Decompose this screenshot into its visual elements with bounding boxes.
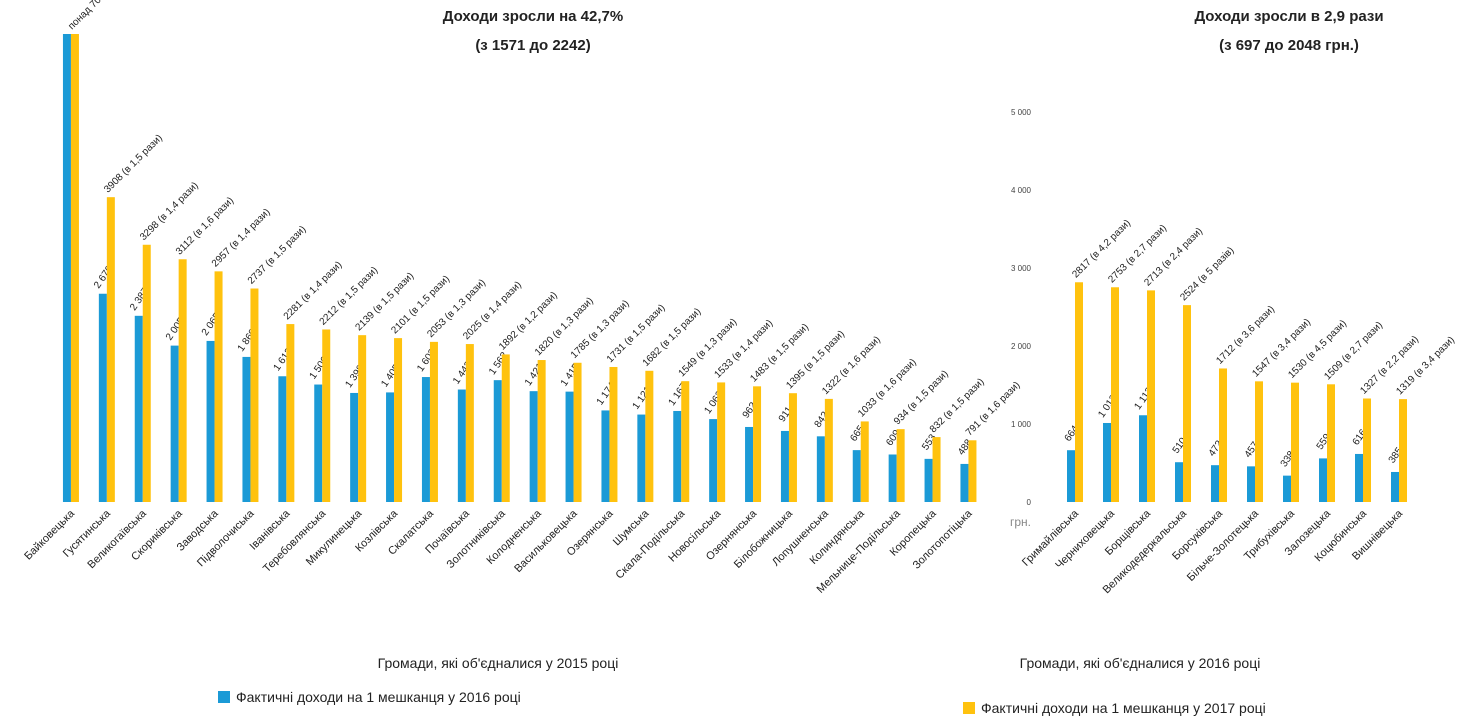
- bar: [278, 376, 287, 502]
- bar: [1219, 368, 1227, 502]
- bar: [788, 393, 797, 502]
- bar: [852, 450, 861, 502]
- bar: [286, 324, 295, 502]
- bar: [896, 429, 905, 502]
- bar: [1283, 475, 1291, 502]
- chart-title: Доходи зросли на 42,7%: [443, 8, 623, 25]
- bar: [394, 338, 403, 502]
- bar: [142, 244, 151, 503]
- x-axis-title: Громади, які об'єдналися у 2015 році: [378, 655, 619, 671]
- bar: [609, 366, 618, 502]
- bar: [350, 392, 359, 502]
- bar: [1211, 465, 1219, 502]
- y-axis-unit: грн.: [1010, 515, 1031, 529]
- bar: [673, 410, 682, 502]
- bar: [457, 389, 466, 502]
- y-tick-label: 3 000: [1011, 264, 1032, 273]
- bar: [1363, 398, 1371, 502]
- x-tick-label: Теребовлянська: [261, 507, 329, 575]
- bar: [709, 419, 718, 502]
- bar: [98, 293, 107, 502]
- bar: [780, 430, 789, 502]
- bar: [1255, 381, 1263, 502]
- bar: [1247, 466, 1255, 502]
- bar: [824, 398, 833, 502]
- bar: [637, 414, 646, 502]
- bar: [501, 354, 510, 502]
- bar: [537, 360, 546, 502]
- bar: [465, 344, 474, 502]
- bar: [429, 341, 438, 502]
- data-label: 2524 (в 5 разів): [1178, 245, 1236, 303]
- bar: [1103, 422, 1111, 502]
- x-tick-label: Васильковецька: [512, 507, 580, 575]
- bar: [1399, 399, 1407, 502]
- bar: [134, 315, 143, 502]
- bar: [717, 382, 726, 502]
- bar: [968, 440, 977, 502]
- bar: [601, 410, 610, 502]
- bar: [888, 454, 897, 502]
- bar: [322, 329, 331, 502]
- data-label: 2737 (в 1,5 рази): [246, 224, 309, 287]
- bar: [1327, 384, 1335, 502]
- chart-subtitle: (з 1571 до 2242): [475, 37, 590, 54]
- bar: [386, 392, 395, 502]
- bar: [1175, 462, 1183, 502]
- y-tick-label: 1 000: [1011, 420, 1032, 429]
- bar: [62, 34, 71, 502]
- bar: [932, 437, 941, 502]
- bar: [1319, 458, 1327, 502]
- bar: [645, 370, 654, 502]
- bar: [1183, 305, 1191, 502]
- bar: [170, 345, 179, 502]
- chart-subtitle: (з 697 до 2048 грн.): [1219, 37, 1359, 54]
- bar: [753, 386, 762, 502]
- bar: [529, 391, 538, 502]
- bar: [214, 271, 223, 502]
- y-tick-label: 2 000: [1011, 342, 1032, 351]
- bar: [178, 259, 187, 502]
- bar: [242, 356, 251, 502]
- bar: [924, 458, 933, 502]
- bar: [358, 335, 367, 502]
- legend-swatch: [963, 702, 975, 714]
- bar: [70, 34, 79, 502]
- legend-swatch: [218, 691, 230, 703]
- bar: [493, 380, 502, 502]
- bar: [206, 340, 215, 502]
- y-tick-label: 4 000: [1011, 186, 1032, 195]
- bar: [250, 288, 259, 502]
- bar: [1067, 450, 1075, 502]
- bar: [1139, 415, 1147, 502]
- bar: [1111, 287, 1119, 502]
- bar: [106, 197, 115, 502]
- bar: [1075, 282, 1083, 502]
- bar: [314, 384, 323, 502]
- bar: [860, 421, 869, 502]
- bar: [1291, 382, 1299, 502]
- y-tick-label: 0: [1027, 498, 1032, 507]
- bar: [745, 426, 754, 502]
- bar: [1391, 471, 1399, 502]
- bar: [960, 463, 969, 502]
- legend-label: Фактичні доходи на 1 мешканця у 2017 роц…: [981, 700, 1266, 716]
- bar: [565, 391, 574, 502]
- bar: [1147, 290, 1155, 502]
- y-tick-label: 5 000: [1011, 108, 1032, 117]
- data-label: 3908 (в 1,5 рази): [102, 133, 165, 196]
- bar: [1355, 453, 1363, 502]
- legend-label: Фактичні доходи на 1 мешканця у 2016 роц…: [236, 689, 521, 705]
- bar: [816, 436, 825, 502]
- bar: [681, 381, 690, 502]
- bar: [421, 377, 430, 502]
- data-label: понад 7000: [66, 0, 112, 32]
- bar: [573, 362, 582, 502]
- x-axis-title: Громади, які об'єдналися у 2016 році: [1020, 655, 1261, 671]
- chart-title: Доходи зросли в 2,9 рази: [1194, 8, 1383, 25]
